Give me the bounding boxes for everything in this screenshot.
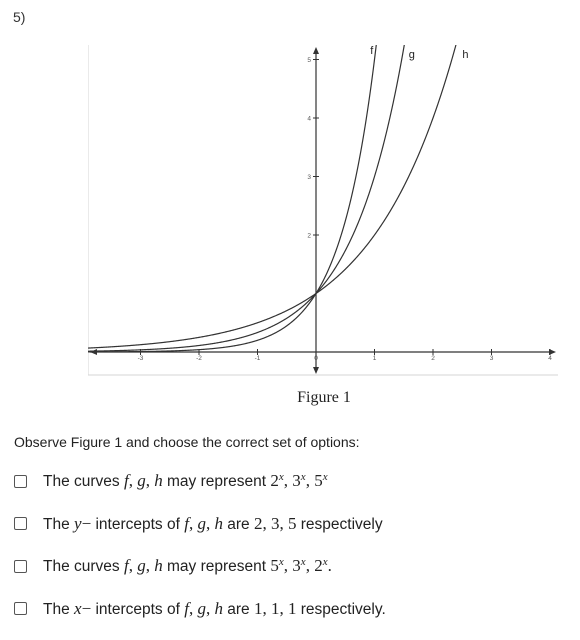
option-4[interactable]: The x− intercepts of f, g, h are 1, 1, 1… bbox=[14, 594, 574, 624]
option-text: The x− intercepts of f, g, h are 1, 1, 1… bbox=[43, 598, 386, 618]
question-prompt: Observe Figure 1 and choose the correct … bbox=[14, 434, 360, 450]
checkbox[interactable] bbox=[14, 474, 27, 488]
option-text: The curves f, g, h may represent 5x, 3x,… bbox=[43, 555, 332, 576]
y-tick-label: 2 bbox=[307, 233, 311, 240]
x-tick-label: -2 bbox=[196, 355, 202, 362]
curve-f bbox=[88, 45, 377, 353]
exponential-graph: -3 -2 -1 0 1 2 3 4 2 3 4 5 f g h bbox=[88, 45, 558, 376]
x-tick-label: 0 bbox=[314, 355, 318, 362]
y-tick-label: 4 bbox=[307, 116, 311, 123]
y-tick-label: 3 bbox=[307, 174, 311, 181]
option-3[interactable]: The curves f, g, h may represent 5x, 3x,… bbox=[14, 551, 574, 581]
x-tick-label: 4 bbox=[548, 355, 552, 362]
y-axis-arrow bbox=[313, 47, 319, 54]
figure-caption: Figure 1 bbox=[297, 389, 351, 406]
curve-label-g: g bbox=[409, 49, 415, 61]
curve-h bbox=[88, 45, 457, 349]
x-axis-arrow bbox=[549, 349, 556, 355]
options-list: The curves f, g, h may represent 2x, 3x,… bbox=[14, 466, 574, 636]
x-tick-label: -1 bbox=[255, 355, 261, 362]
curve-label-h: h bbox=[462, 49, 468, 61]
y-tick-label: 5 bbox=[307, 57, 311, 64]
figure-graph: -3 -2 -1 0 1 2 3 4 2 3 4 5 f g h bbox=[88, 45, 558, 377]
x-tick-label: -3 bbox=[138, 355, 144, 362]
checkbox[interactable] bbox=[14, 559, 27, 573]
y-axis-arrow-down bbox=[313, 367, 319, 374]
checkbox[interactable] bbox=[14, 517, 27, 530]
curve-g bbox=[88, 45, 405, 352]
checkbox[interactable] bbox=[14, 602, 27, 615]
curve-label-f: f bbox=[370, 45, 374, 57]
option-text: The curves f, g, h may represent 2x, 3x,… bbox=[43, 470, 328, 491]
option-1[interactable]: The curves f, g, h may represent 2x, 3x,… bbox=[14, 466, 574, 496]
x-tick-label: 3 bbox=[490, 355, 494, 362]
option-2[interactable]: The y− intercepts of f, g, h are 2, 3, 5… bbox=[14, 509, 574, 539]
x-tick-label: 1 bbox=[373, 355, 377, 362]
question-number: 5) bbox=[13, 9, 26, 25]
option-text: The y− intercepts of f, g, h are 2, 3, 5… bbox=[43, 513, 383, 533]
x-tick-label: 2 bbox=[431, 355, 435, 362]
